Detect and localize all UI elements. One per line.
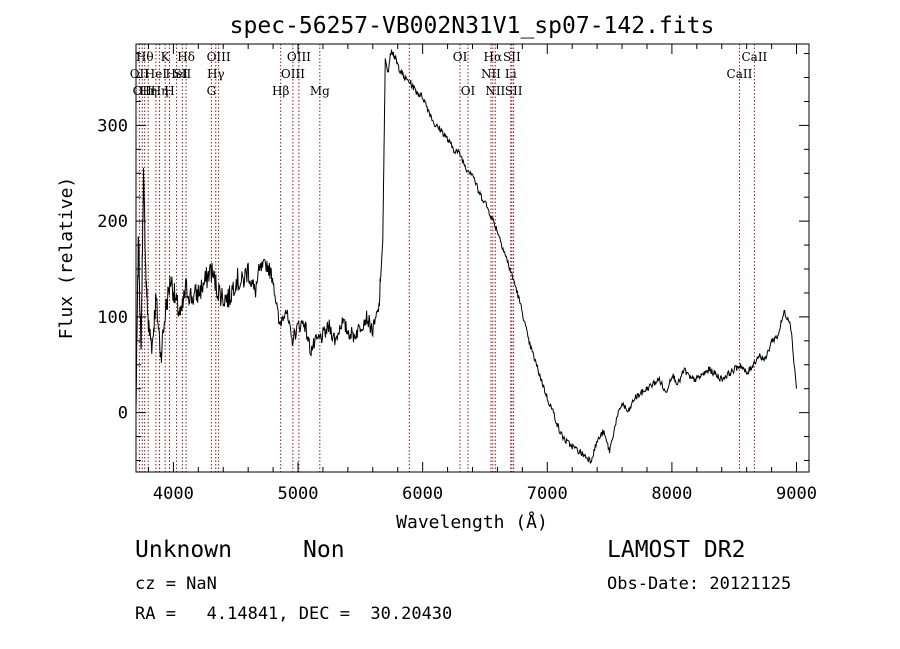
line-marker-label-10: Hδ <box>177 50 195 64</box>
line-marker-label-23: NII <box>485 84 505 98</box>
redshift-cz: cz = NaN <box>135 574 217 594</box>
line-marker-label-19: OI <box>453 50 468 64</box>
x-tick-label-5000: 5000 <box>278 484 319 504</box>
line-marker-label-20: OI <box>461 84 476 98</box>
line-marker-label-1: OII <box>133 84 153 98</box>
object-subclass: Non <box>303 537 345 563</box>
line-marker-label-7: H <box>164 84 174 98</box>
line-marker-label-8: HeI <box>165 67 188 81</box>
y-axis-label: Flux (relative) <box>56 177 77 340</box>
object-class: Unknown <box>135 537 232 563</box>
y-tick-label-0: 0 <box>118 404 128 424</box>
line-marker-label-14: Hβ <box>272 84 289 98</box>
line-marker-label-26: SII <box>505 84 523 98</box>
x-axis-label: Wavelength (Å) <box>396 511 548 533</box>
y-tick-label-100: 100 <box>97 308 128 328</box>
x-tick-label-6000: 6000 <box>402 484 443 504</box>
line-marker-label-27: CaII <box>727 67 753 81</box>
x-tick-label-9000: 9000 <box>776 484 817 504</box>
line-marker-label-12: Hγ <box>207 67 225 81</box>
obs-date: Obs-Date: 20121125 <box>607 574 792 594</box>
line-marker-label-6: K <box>161 50 171 64</box>
line-marker-label-9: SII <box>174 67 192 81</box>
line-marker-label-16: OIII <box>287 50 311 64</box>
line-marker-label-25: SII <box>503 50 521 64</box>
line-marker-label-17: Mg <box>310 84 330 98</box>
line-marker-label-5: Hη <box>151 84 169 98</box>
line-marker-labels: OIIOIIHθHηHeIHηKHHeISIIHδGHγOIIIHβOIIIOI… <box>130 50 768 98</box>
line-marker-label-22: Hα <box>484 50 503 64</box>
x-tick-label-7000: 7000 <box>527 484 568 504</box>
chart-title: spec-56257-VB002N31V1_sp07-142.fits <box>230 13 715 39</box>
line-marker-label-28: CaII <box>741 50 767 64</box>
line-marker-label-15: OIII <box>281 67 305 81</box>
line-marker-label-0: OII <box>130 67 150 81</box>
x-axis-ticks: 4000 5000 6000 7000 8000 9000 <box>147 44 817 504</box>
line-marker-label-24: Li <box>505 67 517 81</box>
spectrum-line <box>135 49 797 465</box>
x-tick-label-4000: 4000 <box>153 484 194 504</box>
line-marker-label-3: Hη <box>139 84 157 98</box>
line-marker-label-2: Hθ <box>136 50 154 64</box>
line-marker-label-13: OIII <box>207 50 231 64</box>
line-markers <box>138 44 755 472</box>
y-tick-label-300: 300 <box>97 116 128 136</box>
line-marker-label-21: NII <box>481 67 501 81</box>
ra-dec-coords: RA = 4.14841, DEC = 30.20430 <box>135 604 453 624</box>
x-tick-label-8000: 8000 <box>651 484 692 504</box>
y-axis-ticks: 0 100 200 300 <box>97 53 809 462</box>
line-marker-label-4: HeI <box>145 67 168 81</box>
line-marker-label-11: G <box>207 84 217 98</box>
y-tick-label-200: 200 <box>97 212 128 232</box>
survey-name: LAMOST DR2 <box>607 537 746 563</box>
plot-frame <box>135 43 810 473</box>
